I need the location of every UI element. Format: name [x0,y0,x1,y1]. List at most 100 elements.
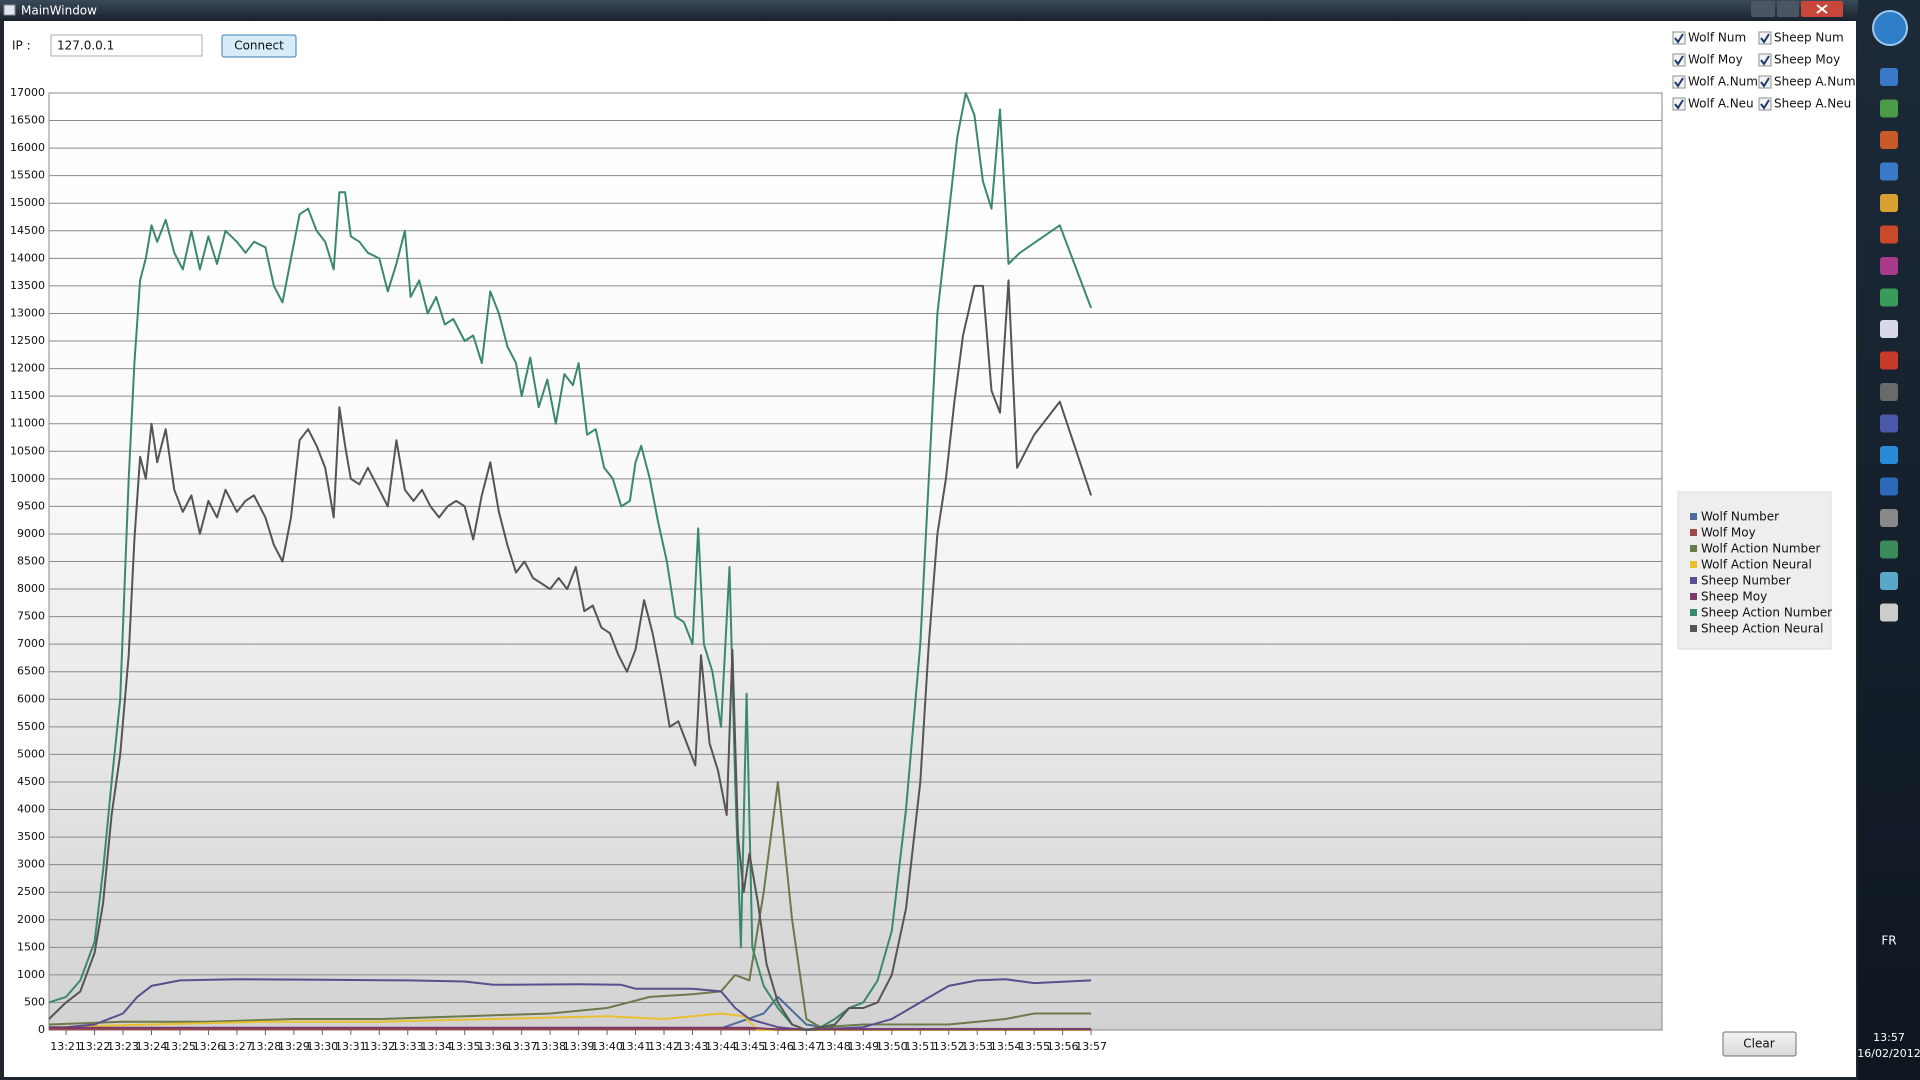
x-tick-label: 13:28 [250,1040,282,1053]
x-tick-label: 13:36 [477,1040,509,1053]
ip-value: 127.0.0.1 [57,39,114,53]
x-tick-label: 13:21 [50,1040,82,1053]
legend-swatch [1690,545,1697,552]
x-tick-label: 13:55 [1018,1040,1050,1053]
y-tick-label: 11000 [10,417,45,430]
taskbar-icon[interactable] [1880,383,1898,401]
x-tick-label: 13:52 [933,1040,965,1053]
taskbar-icon[interactable] [1880,446,1898,464]
y-tick-label: 0 [38,1023,45,1036]
taskbar-icon[interactable] [1880,288,1898,307]
legend-label: Wolf Action Number [1701,542,1821,556]
window-title: MainWindow [21,4,97,18]
y-tick-label: 16000 [10,141,45,154]
legend-swatch [1690,625,1697,632]
x-tick-label: 13:40 [591,1040,623,1053]
taskbar-icon[interactable] [1880,477,1898,496]
x-tick-label: 13:39 [563,1040,595,1053]
x-tick-label: 13:50 [876,1040,908,1053]
y-tick-label: 17000 [10,86,45,99]
x-tick-label: 13:30 [306,1040,338,1053]
y-tick-label: 13500 [10,279,45,292]
x-tick-label: 13:32 [363,1040,395,1053]
y-tick-label: 5000 [17,747,45,760]
taskbar-icon[interactable] [1880,572,1898,590]
taskbar-icon[interactable] [1880,162,1898,181]
taskbar-icon[interactable] [1880,257,1898,275]
checkbox-label: Sheep Moy [1774,53,1840,67]
x-tick-label: 13:37 [506,1040,538,1053]
x-tick-label: 13:48 [819,1040,851,1053]
legend-swatch [1690,561,1697,568]
checkbox-label: Wolf Moy [1688,53,1743,67]
legend-swatch [1690,593,1697,600]
taskbar-icon[interactable] [1880,194,1898,212]
y-tick-label: 4000 [17,803,45,816]
taskbar-icon[interactable] [1880,351,1898,370]
checkmark [1674,33,1684,44]
y-tick-label: 8000 [17,582,45,595]
x-tick-label: 13:25 [164,1040,196,1053]
y-tick-label: 1500 [17,940,45,953]
legend-swatch [1690,577,1697,584]
legend-label: Sheep Number [1701,574,1791,588]
taskbar-icon[interactable] [1880,99,1898,118]
checkmark [1760,55,1770,66]
taskbar-icon[interactable] [1880,131,1898,149]
y-tick-label: 13000 [10,306,45,319]
y-tick-label: 12500 [10,334,45,347]
taskbar [1858,0,1920,1080]
y-tick-label: 9000 [17,527,45,540]
y-tick-label: 7500 [17,610,45,623]
start-button[interactable] [1872,10,1908,46]
x-tick-label: 13:27 [221,1040,253,1053]
y-tick-label: 5500 [17,720,45,733]
taskbar-icon[interactable] [1880,320,1898,338]
x-tick-label: 13:45 [734,1040,766,1053]
language: FR [1881,934,1896,948]
taskbar-icon[interactable] [1880,225,1898,244]
y-tick-label: 500 [24,995,45,1008]
y-tick-label: 7000 [17,637,45,650]
taskbar-icon[interactable] [1880,540,1898,559]
taskbar-icon[interactable] [1880,603,1898,622]
y-tick-label: 6500 [17,665,45,678]
y-tick-label: 11500 [10,389,45,402]
x-tick-label: 13:41 [620,1040,652,1053]
y-tick-label: 2500 [17,885,45,898]
y-tick-label: 9500 [17,499,45,512]
clock-date: 16/02/2012 [1857,1047,1920,1060]
title-bar [0,0,1858,21]
x-tick-label: 13:46 [762,1040,794,1053]
y-tick-label: 14000 [10,251,45,264]
x-tick-label: 13:57 [1075,1040,1107,1053]
checkmark [1760,33,1770,44]
minimize-button[interactable] [1751,1,1775,17]
series-line [48,781,1092,1029]
x-tick-label: 13:22 [79,1040,111,1053]
y-tick-label: 12000 [10,362,45,375]
checkbox-label: Wolf A.Neu [1688,97,1754,111]
x-tick-label: 13:47 [791,1040,823,1053]
legend-swatch [1690,513,1697,520]
close-icon [1816,4,1828,14]
taskbar-icon[interactable] [1880,509,1898,527]
clear-button[interactable] [1722,1031,1797,1057]
x-tick-label: 13:56 [1047,1040,1079,1053]
checkmark [1674,55,1684,66]
maximize-button[interactable] [1777,1,1799,17]
checkbox-label: Sheep Num [1774,31,1844,45]
taskbar-icon[interactable] [1880,68,1898,86]
series-line [49,978,1092,1031]
ip-input[interactable] [50,34,203,57]
y-tick-label: 8500 [17,555,45,568]
clock-time: 13:57 [1873,1031,1905,1044]
legend-label: Wolf Number [1701,510,1779,524]
clear-label: Clear [1743,1037,1774,1051]
connect-button[interactable] [221,34,297,58]
legend-label: Sheep Action Neural [1701,622,1823,636]
checkmark [1760,99,1770,110]
taskbar-icon[interactable] [1880,414,1898,433]
